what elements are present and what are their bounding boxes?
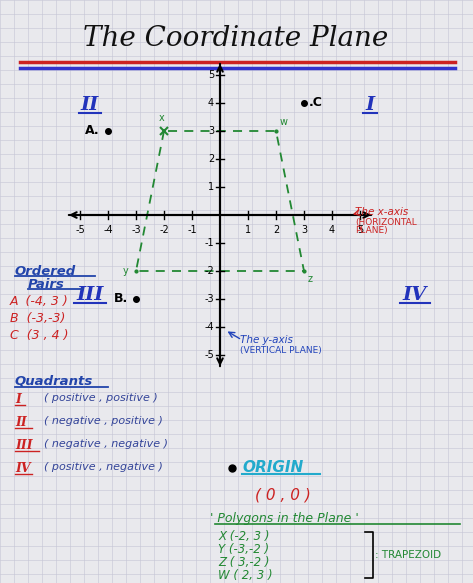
Text: 3: 3 — [208, 126, 214, 136]
Text: Quadrants: Quadrants — [15, 375, 93, 388]
Text: 2: 2 — [208, 154, 214, 164]
Text: ( negative , negative ): ( negative , negative ) — [44, 439, 168, 449]
Text: z: z — [308, 274, 313, 284]
Text: 5: 5 — [208, 70, 214, 80]
Text: A  (-4, 3 ): A (-4, 3 ) — [10, 295, 69, 308]
Text: ( 0 , 0 ): ( 0 , 0 ) — [255, 487, 311, 502]
Text: PLANE): PLANE) — [355, 227, 388, 236]
Text: y: y — [122, 266, 128, 276]
Text: ORIGIN: ORIGIN — [242, 461, 303, 476]
Text: .C: .C — [309, 97, 323, 110]
Text: B.: B. — [114, 293, 128, 305]
Text: -5: -5 — [204, 350, 214, 360]
Text: 1: 1 — [208, 182, 214, 192]
Text: ' Polygons in the Plane ': ' Polygons in the Plane ' — [210, 512, 359, 525]
Text: (VERTICAL PLANE): (VERTICAL PLANE) — [240, 346, 322, 354]
Text: -2: -2 — [159, 225, 169, 235]
Text: A.: A. — [85, 125, 100, 138]
Text: Z ( 3,-2 ): Z ( 3,-2 ) — [218, 556, 270, 569]
Text: The Coordinate Plane: The Coordinate Plane — [83, 24, 389, 51]
Text: X (-2, 3 ): X (-2, 3 ) — [218, 530, 270, 543]
Text: x: x — [159, 113, 165, 123]
Text: (HORIZONTAL: (HORIZONTAL — [355, 217, 417, 227]
Text: IV: IV — [403, 286, 427, 304]
Text: III: III — [15, 439, 33, 452]
Text: II: II — [81, 96, 99, 114]
Text: 3: 3 — [301, 225, 307, 235]
Text: -1: -1 — [204, 238, 214, 248]
Text: 4: 4 — [208, 98, 214, 108]
Text: 4: 4 — [329, 225, 335, 235]
Text: ( positive , positive ): ( positive , positive ) — [44, 393, 158, 403]
Text: -1: -1 — [187, 225, 197, 235]
Text: : TRAPEZOID: : TRAPEZOID — [375, 550, 441, 560]
Text: -3: -3 — [131, 225, 141, 235]
Text: Ordered: Ordered — [15, 265, 76, 278]
Text: I: I — [366, 96, 375, 114]
Text: II: II — [15, 416, 27, 429]
Text: IV: IV — [15, 462, 31, 475]
Text: -4: -4 — [204, 322, 214, 332]
Text: B  (-3,-3): B (-3,-3) — [10, 312, 65, 325]
Text: 5: 5 — [357, 225, 363, 235]
Text: ( positive , negative ): ( positive , negative ) — [44, 462, 163, 472]
Text: 2: 2 — [273, 225, 279, 235]
Text: The y-axis: The y-axis — [240, 335, 293, 345]
Text: -2: -2 — [204, 266, 214, 276]
Text: Y (-3,-2 ): Y (-3,-2 ) — [218, 543, 269, 556]
Text: The x-axis: The x-axis — [355, 207, 408, 217]
Text: 1: 1 — [245, 225, 251, 235]
Text: Pairs: Pairs — [28, 278, 65, 291]
Text: C  (3 , 4 ): C (3 , 4 ) — [10, 329, 69, 342]
Text: I: I — [15, 393, 21, 406]
Text: ( negative , positive ): ( negative , positive ) — [44, 416, 163, 426]
Text: -3: -3 — [204, 294, 214, 304]
Text: W ( 2, 3 ): W ( 2, 3 ) — [218, 569, 272, 582]
Text: w: w — [280, 117, 288, 127]
Text: III: III — [76, 286, 104, 304]
Text: -5: -5 — [75, 225, 85, 235]
Text: -4: -4 — [103, 225, 113, 235]
